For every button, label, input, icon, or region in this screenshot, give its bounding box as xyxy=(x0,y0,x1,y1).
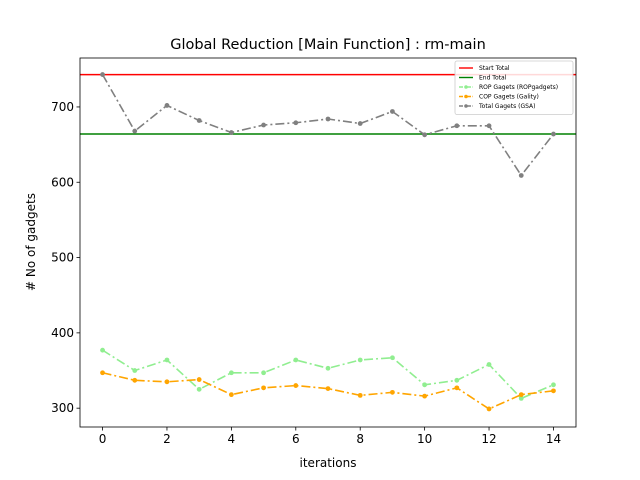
series-1-point-8 xyxy=(357,392,363,398)
legend-label-2: ROP Gagets (ROPgadgets) xyxy=(479,84,558,91)
series-2-point-4 xyxy=(228,130,234,135)
series-0-point-13 xyxy=(518,395,524,401)
series-0-point-12 xyxy=(486,362,492,367)
plot-area: 0 2 4 6 8 10 12 14 300 400 500 600 700 xyxy=(51,57,577,446)
legend-marker-3 xyxy=(464,94,468,99)
series-0-point-8 xyxy=(357,357,363,363)
legend-marker-2 xyxy=(464,85,468,89)
series-0-point-9 xyxy=(390,355,395,361)
series-1-point-6 xyxy=(293,383,299,388)
series-2-point-10 xyxy=(422,132,428,138)
x-tick-label-5: 10 xyxy=(417,432,432,446)
series-2-point-12 xyxy=(486,123,492,129)
series-0-point-10 xyxy=(422,382,428,388)
series-line-1 xyxy=(102,372,554,410)
legend-label-3: COP Gagets (Gality) xyxy=(479,94,539,101)
series-0-point-1 xyxy=(132,368,138,373)
x-axis-label: iterations xyxy=(300,456,357,470)
series-0-point-3 xyxy=(196,386,202,392)
series-2-point-13 xyxy=(518,173,524,178)
x-tick-label-2: 4 xyxy=(228,432,236,446)
series-2-point-0 xyxy=(100,72,105,77)
series-1-point-3 xyxy=(196,377,202,382)
axes-frame xyxy=(79,57,577,428)
x-tick-label-4: 8 xyxy=(356,432,364,446)
chart-title: Global Reduction [Main Function] : rm-ma… xyxy=(170,37,486,53)
series-0-point-0 xyxy=(100,347,105,353)
x-tick-label-3: 6 xyxy=(292,432,300,446)
series-1-point-1 xyxy=(132,377,138,383)
series-2-point-2 xyxy=(164,103,170,108)
series-1-point-4 xyxy=(228,392,234,398)
series-1-point-9 xyxy=(390,389,395,395)
series-1-point-13 xyxy=(518,392,524,398)
legend: Start Total End Total ROP Gagets (ROPgadge… xyxy=(454,60,574,115)
series-0-point-4 xyxy=(228,370,234,376)
series-2-point-8 xyxy=(357,121,363,126)
y-tick-label-4: 700 xyxy=(51,100,74,114)
series-1-point-10 xyxy=(422,393,428,399)
series-2-point-11 xyxy=(454,123,460,129)
y-tick-label-2: 500 xyxy=(51,251,74,265)
series-0-point-6 xyxy=(293,357,299,363)
x-tick-label-7: 14 xyxy=(546,432,561,446)
series-2-point-1 xyxy=(132,128,138,134)
series-2-point-3 xyxy=(196,118,202,123)
series-0-point-11 xyxy=(454,377,460,383)
legend-label-1: End Total xyxy=(479,75,507,82)
series-1-point-0 xyxy=(100,370,105,376)
x-tick-label-6: 12 xyxy=(481,432,496,446)
series-1-point-14 xyxy=(551,388,556,394)
series-2-point-5 xyxy=(261,122,266,128)
series-1-point-5 xyxy=(261,385,266,391)
x-tick-label-1: 2 xyxy=(163,432,171,446)
legend-label-4: Total Gagets (GSA) xyxy=(478,103,536,110)
legend-marker-4 xyxy=(464,104,468,108)
y-tick-label-1: 400 xyxy=(51,326,74,340)
series-0-point-2 xyxy=(164,357,170,363)
x-tick-label-0: 0 xyxy=(99,432,107,446)
series-2-point-7 xyxy=(325,116,331,122)
legend-box xyxy=(454,60,574,115)
series-0-point-7 xyxy=(325,365,331,371)
series-line-0 xyxy=(102,349,554,400)
series-1-point-2 xyxy=(164,379,170,385)
series-0-point-14 xyxy=(551,382,556,388)
series-1-point-11 xyxy=(454,385,460,391)
series-2-point-14 xyxy=(551,131,556,137)
legend-label-0: Start Total xyxy=(479,65,510,72)
series-2-point-9 xyxy=(390,109,395,114)
series-0-point-5 xyxy=(261,370,266,376)
y-tick-label-3: 600 xyxy=(51,175,74,189)
series-1-point-7 xyxy=(325,386,331,391)
series-1-point-12 xyxy=(486,406,492,412)
y-axis-label: # No of gadgets xyxy=(24,193,38,291)
y-tick-label-0: 300 xyxy=(51,401,74,415)
series-2-point-6 xyxy=(293,120,299,126)
